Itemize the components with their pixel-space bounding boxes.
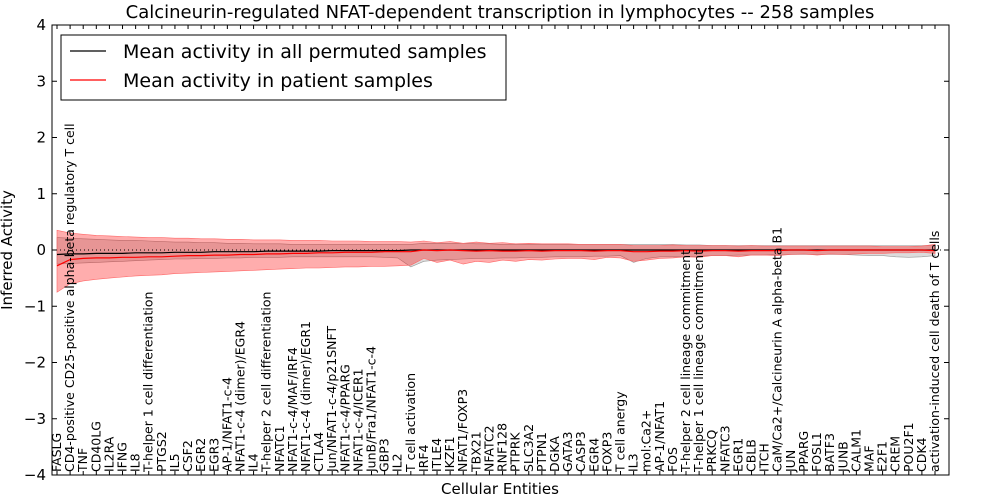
entity-label: NFAT1-c-4/ICER1 (350, 368, 365, 472)
entity-label: IRF4 (416, 444, 431, 472)
entity-label: EGR1 (730, 438, 745, 472)
entity-label: T-helper 2 cell lineage commitment (678, 250, 693, 473)
entity-label: PTGS2 (154, 431, 169, 472)
entity-label: IL3 (626, 453, 641, 472)
entity-label: CTLA4 (311, 432, 326, 472)
entity-label: mol:Ca2+ (639, 410, 654, 472)
entity-label: CREM (888, 436, 903, 472)
entity-label: CSF2 (180, 440, 195, 472)
entity-label: FOS (665, 447, 680, 472)
entity-label: NFAT1/FOXP3 (455, 389, 470, 472)
entity-label: NFAT1-c-4/MAF/IRF4 (285, 347, 300, 472)
entity-label: TBX21 (468, 431, 483, 473)
entity-label: RNF128 (495, 423, 510, 472)
chart-title: Calcineurin-regulated NFAT-dependent tra… (126, 2, 875, 23)
entity-label: NFAT1-c-4 (dimer)/EGR1 (298, 321, 313, 472)
y-tick-label: 1 (36, 185, 46, 203)
entity-label: SLC3A2 (521, 424, 536, 472)
y-tick-label: 0 (36, 241, 46, 259)
entity-label: AP-1/NFAT1-c-4 (219, 377, 234, 472)
entity-label: FOSL1 (809, 432, 824, 472)
entity-label: NFAT1-c-4 (dimer)/EGR4 (233, 321, 248, 472)
y-tick-label: 3 (36, 72, 46, 90)
entity-label: IL5 (167, 453, 182, 472)
entity-label: CD4-positive CD25-positive alpha-beta re… (62, 123, 77, 472)
entity-label: FOXP3 (599, 432, 614, 472)
entity-label: POU2F1 (901, 422, 916, 472)
entity-label: JunB/Fra1/NFAT1-c-4 (364, 346, 379, 473)
entity-label: EGR3 (206, 438, 221, 472)
entity-label: T cell anergy (613, 391, 628, 473)
y-tick-label: −4 (24, 466, 46, 484)
confidence-band-permuted (56, 237, 936, 268)
entity-label: T-helper 1 cell differentiation (141, 292, 156, 473)
entity-label: CaM/Ca2+/Calcineurin A alpha-beta B1 (770, 227, 785, 472)
entity-label: CASP3 (573, 431, 588, 472)
legend-label-patient: Mean activity in patient samples (123, 70, 433, 92)
legend: Mean activity in all permuted samples Me… (60, 34, 507, 101)
entity-label: JUN (783, 450, 798, 473)
entity-label: IFNG (115, 442, 130, 472)
entity-label: EGR2 (193, 438, 208, 472)
entity-label: activation-induced cell death of T cells (927, 231, 942, 472)
y-tick-label: 4 (36, 16, 46, 34)
entity-label: NFATC3 (717, 425, 732, 472)
entity-label: NFAT1-c-4/PPARG (337, 364, 352, 472)
legend-box (60, 34, 507, 101)
entity-label: JUNB (835, 441, 850, 473)
y-axis-label: Inferred Activity (0, 190, 16, 310)
entity-label: CD40LG (88, 421, 103, 472)
entity-label: ITLE4 (429, 438, 444, 472)
entity-label: IL2 (390, 453, 405, 472)
series-lines (52, 249, 949, 267)
axis-ticks (52, 24, 949, 476)
entity-label: PPARG (796, 431, 811, 472)
entity-label: BATF3 (822, 433, 837, 472)
entity-label: AP-1/NFAT1 (652, 401, 667, 472)
y-tick-label: 2 (36, 129, 46, 147)
legend-label-permuted: Mean activity in all permuted samples (123, 41, 486, 63)
entity-label: PTPN1 (534, 432, 549, 472)
entity-label: T-helper 1 cell lineage commitment (691, 250, 706, 473)
y-tick-label: −1 (24, 297, 46, 315)
entity-label: CDK4 (914, 437, 929, 472)
entity-label: ITCH (757, 443, 772, 472)
entity-label: CALM1 (848, 429, 863, 472)
confidence-band-patient (56, 229, 936, 293)
series-line-patient (56, 249, 936, 267)
entity-label: FASLG (49, 433, 64, 472)
entity-label: T cell activation (403, 373, 418, 473)
entity-label: CBLB (744, 439, 759, 472)
entity-label: GBP3 (377, 438, 392, 472)
entity-label: EGR4 (586, 438, 601, 472)
x-axis-label: Cellular Entities (441, 480, 559, 498)
entity-label: MAF (862, 445, 877, 472)
y-tick-labels: −4 −3 −2 −1 0 1 2 3 4 (24, 16, 46, 484)
entity-label: PTPRK (508, 432, 523, 472)
y-tick-label: −2 (24, 354, 46, 372)
entity-label: PRKCQ (704, 430, 719, 472)
entity-label: NFATC1 (272, 425, 287, 472)
entity-label: TNF (75, 448, 90, 473)
entity-label: E2F1 (875, 441, 890, 472)
entity-label: DGKA (547, 436, 562, 472)
entity-label: IL8 (128, 453, 143, 472)
entity-label: IL4 (246, 453, 261, 472)
entity-label: GATA3 (560, 432, 575, 472)
entity-label: T-helper 2 cell differentiation (259, 292, 274, 473)
plot-frame (51, 24, 950, 476)
entity-label: IKZF1 (442, 436, 457, 472)
entity-label: IL2RA (101, 436, 116, 472)
entity-label: Jun/NFAT1-c-4/p21SNFT (324, 326, 339, 473)
y-tick-label: −3 (24, 410, 46, 428)
confidence-bands (56, 229, 936, 293)
entity-label: NFATC2 (481, 425, 496, 472)
